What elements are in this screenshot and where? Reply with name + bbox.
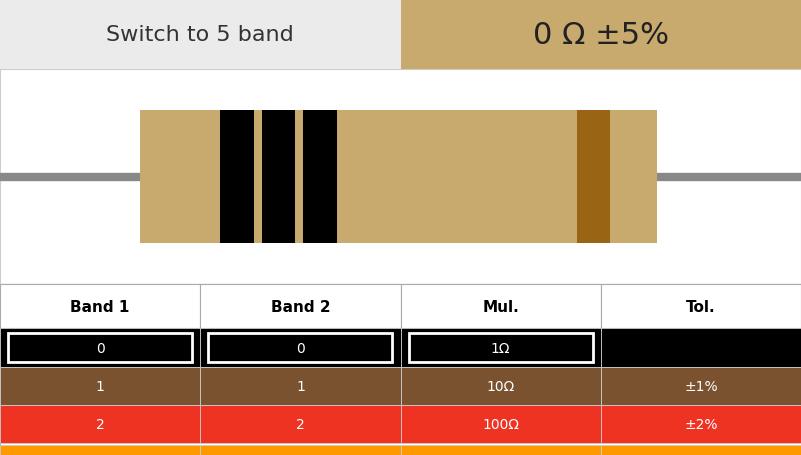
Bar xyxy=(601,405,801,444)
Bar xyxy=(140,111,657,243)
Text: Band 2: Band 2 xyxy=(271,299,330,314)
Bar xyxy=(0,0,400,70)
Text: Band 1: Band 1 xyxy=(70,299,130,314)
Bar xyxy=(208,334,392,362)
Text: 0: 0 xyxy=(96,341,104,355)
Bar xyxy=(0,284,200,329)
Bar xyxy=(0,70,801,71)
Bar xyxy=(0,405,200,444)
Bar xyxy=(0,284,801,455)
Bar xyxy=(262,111,295,243)
Bar xyxy=(0,329,200,367)
Text: 0: 0 xyxy=(296,341,304,355)
Text: 0 Ω ±5%: 0 Ω ±5% xyxy=(533,20,669,50)
Text: ±2%: ±2% xyxy=(684,417,718,431)
Text: 100Ω: 100Ω xyxy=(482,417,519,431)
Bar xyxy=(601,367,801,405)
Bar xyxy=(400,367,601,405)
Text: Mul.: Mul. xyxy=(482,299,519,314)
Bar xyxy=(601,284,801,329)
Bar xyxy=(409,334,593,362)
Bar xyxy=(303,111,336,243)
Bar xyxy=(8,334,192,362)
Bar xyxy=(400,405,601,444)
Bar xyxy=(0,445,200,455)
Text: 1: 1 xyxy=(95,379,105,393)
Bar xyxy=(200,329,400,367)
Bar xyxy=(200,405,400,444)
Bar xyxy=(601,329,801,367)
Bar xyxy=(0,367,200,405)
Text: 1Ω: 1Ω xyxy=(491,341,510,355)
Bar xyxy=(200,445,400,455)
Bar xyxy=(601,445,801,455)
Bar xyxy=(200,367,400,405)
Bar xyxy=(0,70,801,284)
Bar xyxy=(220,111,254,243)
Text: 1: 1 xyxy=(296,379,305,393)
Bar xyxy=(400,445,601,455)
Text: 10Ω: 10Ω xyxy=(486,379,515,393)
Text: 2: 2 xyxy=(296,417,304,431)
Text: Tol.: Tol. xyxy=(686,299,715,314)
Bar xyxy=(400,0,801,70)
Bar xyxy=(577,111,610,243)
Text: Switch to 5 band: Switch to 5 band xyxy=(107,25,294,45)
Text: 2: 2 xyxy=(96,417,104,431)
Text: ±1%: ±1% xyxy=(684,379,718,393)
Bar xyxy=(400,329,601,367)
Bar xyxy=(200,284,400,329)
Bar xyxy=(400,284,601,329)
